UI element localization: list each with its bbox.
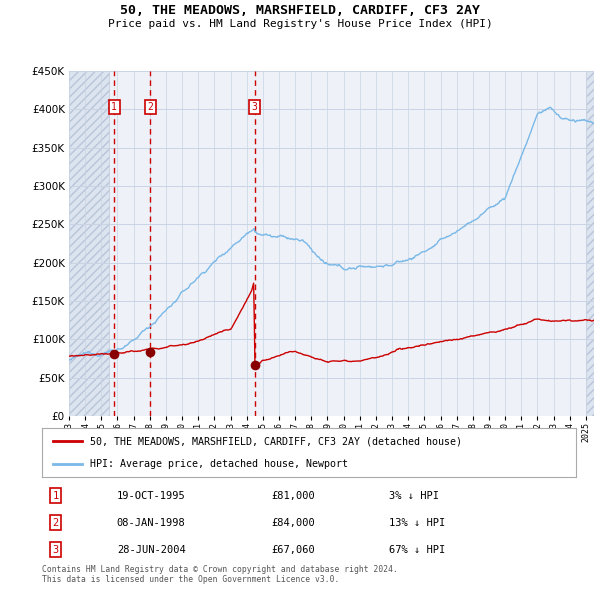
Text: 13% ↓ HPI: 13% ↓ HPI bbox=[389, 518, 445, 527]
Bar bbox=[586, 71, 594, 416]
Bar bbox=[69, 71, 109, 416]
Text: 1: 1 bbox=[52, 491, 58, 501]
Text: 3: 3 bbox=[52, 545, 58, 555]
Text: 28-JUN-2004: 28-JUN-2004 bbox=[117, 545, 185, 555]
Text: 3% ↓ HPI: 3% ↓ HPI bbox=[389, 491, 439, 501]
Text: 50, THE MEADOWS, MARSHFIELD, CARDIFF, CF3 2AY: 50, THE MEADOWS, MARSHFIELD, CARDIFF, CF… bbox=[120, 4, 480, 17]
Text: HPI: Average price, detached house, Newport: HPI: Average price, detached house, Newp… bbox=[90, 458, 348, 468]
Text: £84,000: £84,000 bbox=[272, 518, 316, 527]
Text: £67,060: £67,060 bbox=[272, 545, 316, 555]
Text: This data is licensed under the Open Government Licence v3.0.: This data is licensed under the Open Gov… bbox=[42, 575, 340, 584]
Text: 2: 2 bbox=[148, 102, 153, 112]
Text: Contains HM Land Registry data © Crown copyright and database right 2024.: Contains HM Land Registry data © Crown c… bbox=[42, 565, 398, 574]
Text: 50, THE MEADOWS, MARSHFIELD, CARDIFF, CF3 2AY (detached house): 50, THE MEADOWS, MARSHFIELD, CARDIFF, CF… bbox=[90, 437, 462, 447]
Text: 1: 1 bbox=[111, 102, 117, 112]
Text: 08-JAN-1998: 08-JAN-1998 bbox=[117, 518, 185, 527]
Text: Price paid vs. HM Land Registry's House Price Index (HPI): Price paid vs. HM Land Registry's House … bbox=[107, 19, 493, 29]
Text: 3: 3 bbox=[251, 102, 257, 112]
Text: £81,000: £81,000 bbox=[272, 491, 316, 501]
Text: 2: 2 bbox=[52, 518, 58, 527]
Text: 19-OCT-1995: 19-OCT-1995 bbox=[117, 491, 185, 501]
Text: 67% ↓ HPI: 67% ↓ HPI bbox=[389, 545, 445, 555]
